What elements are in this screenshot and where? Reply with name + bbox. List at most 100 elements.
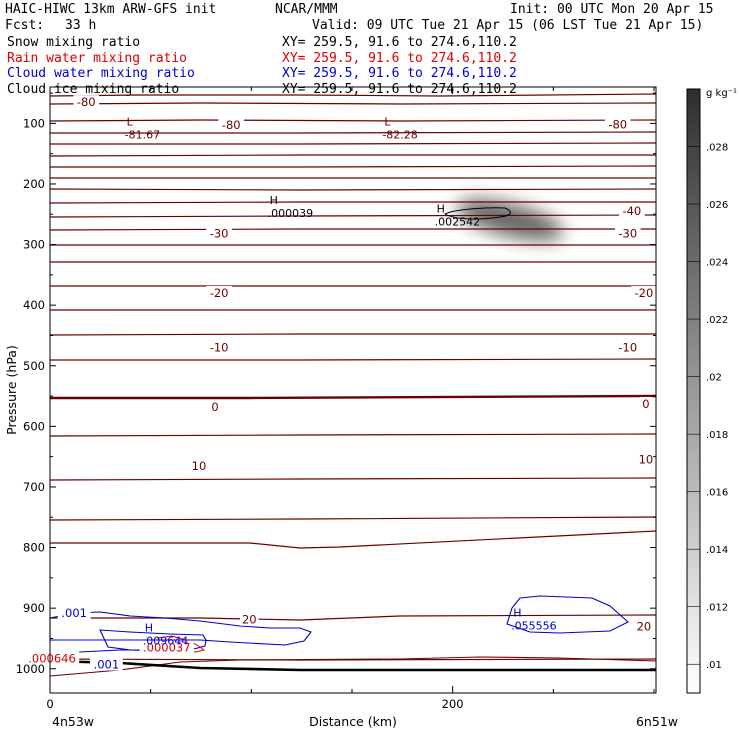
- freezing-isotherm: [50, 394, 657, 400]
- field-xy: XY= 259.5, 91.6 to 274.6,110.2: [282, 50, 517, 66]
- terrain-line: [49, 659, 656, 672]
- colorbar-tick-label: .028: [706, 143, 728, 154]
- isotherm-line: [50, 131, 657, 134]
- extremum-type: H: [145, 621, 153, 634]
- y-tick-label: 900: [23, 601, 45, 615]
- y-tick-label: 1000: [16, 662, 45, 676]
- field-xy: XY= 259.5, 91.6 to 274.6,110.2: [282, 66, 517, 81]
- colorbar-tick-label: .018: [706, 430, 728, 441]
- mixing-ratio-label: .001: [94, 658, 120, 672]
- isotherm-line: [49, 201, 656, 204]
- isotherm-line: [49, 516, 657, 521]
- model-title: HAIC-HIWC 13km ARW-GFS init: [5, 2, 217, 17]
- contour-label-bg: [604, 117, 631, 131]
- colorbar-tick-label: .016: [706, 488, 728, 499]
- contour-label-bg: [206, 340, 232, 354]
- extremum-value: -82.28: [382, 128, 417, 141]
- isotherm-value-label: -10: [618, 341, 637, 355]
- field-xy: XY= 259.5, 91.6 to 274.6,110.2: [282, 35, 517, 50]
- contour-label-bg: [218, 118, 244, 132]
- extremum-value: .000039: [268, 207, 314, 220]
- mixing-ratio-label: .001: [61, 606, 87, 620]
- extremum-value: .002542: [435, 216, 481, 229]
- org-label: NCAR/MMM: [275, 2, 338, 17]
- isotherm-value-label: -40: [622, 204, 641, 218]
- contour-label-bg: [636, 452, 656, 466]
- y-tick-label: 700: [23, 480, 45, 494]
- contour-label-bg: [24, 651, 80, 665]
- contour-label-bg: [89, 657, 123, 671]
- isotherm-line: [49, 188, 657, 191]
- isotherm-line: [50, 614, 657, 621]
- colorbar-tick-label: .02: [706, 373, 722, 384]
- isotherm-value-label: -30: [210, 227, 229, 241]
- contour-label-bg: [634, 619, 654, 633]
- y-tick-label: 200: [23, 177, 45, 191]
- isotherm-line: [49, 119, 657, 122]
- isotherm-value-label: -30: [618, 227, 637, 241]
- y-axis-label: Pressure (hPa): [4, 345, 19, 435]
- isotherm-line: [50, 530, 657, 549]
- isotherm-value-label: -10: [210, 341, 229, 355]
- contour-label-bg: [139, 640, 194, 654]
- contour-label-bg: [189, 458, 209, 472]
- mixing-ratio-label: .000646: [28, 651, 76, 665]
- isotherm-line: [49, 102, 657, 105]
- contour-label-bg: [631, 286, 657, 300]
- y-tick-label: 600: [23, 419, 45, 433]
- contour-label-bg: [57, 606, 91, 620]
- colorbar-tick-label: .022: [706, 315, 728, 326]
- colorbar-tick-label: .012: [706, 603, 728, 614]
- cloud-water-contour: [49, 611, 312, 646]
- x-tick-label: 0: [46, 697, 53, 711]
- isotherm-line: [49, 656, 657, 677]
- isotherm-value-label: 20: [242, 613, 257, 627]
- x-start-location: 4n53w: [52, 714, 94, 729]
- isotherm-value-label: -80: [222, 118, 241, 132]
- extremum-type: H: [513, 606, 521, 619]
- colorbar-tick-label: .026: [706, 200, 728, 211]
- valid-time: Valid: 09 UTC Tue 21 Apr 15 (06 LST Tue …: [312, 18, 704, 33]
- shaded-ice-maximum: [456, 199, 564, 241]
- isotherm-line: [49, 154, 656, 157]
- contour-label-bg: [209, 399, 221, 413]
- extremum-type: L: [127, 115, 134, 128]
- init-time: Init: 00 UTC Mon 20 Apr 15: [510, 2, 714, 17]
- plot-frame: [49, 86, 657, 694]
- isotherm-value-label: -20: [210, 286, 229, 300]
- contour-label-bg: [640, 396, 652, 410]
- isotherm-value-label: 10: [192, 459, 207, 473]
- cloud-water-contour: [506, 595, 629, 634]
- isotherm-line: [50, 358, 657, 361]
- x-tick-label: 200: [442, 697, 464, 711]
- fcst-label: Fcst:: [5, 18, 45, 33]
- isotherm-line: [49, 228, 656, 231]
- extremum-value: .009644: [143, 634, 189, 647]
- y-tick-label: 400: [23, 298, 45, 312]
- isotherm-line: [49, 93, 657, 97]
- isotherm-value-label: 0: [211, 400, 218, 414]
- x-axis-label: Distance (km): [309, 714, 397, 729]
- mixing-ratio-label: .000037: [143, 641, 191, 655]
- field-name: Rain water mixing ratio: [7, 50, 188, 66]
- extremum-type: L: [384, 115, 391, 128]
- isotherm-value-label: -20: [635, 286, 654, 300]
- colorbar: [686, 88, 701, 694]
- y-tick-label: 100: [23, 116, 45, 130]
- isotherm-line: [49, 214, 657, 218]
- colorbar-tick-label: .014: [706, 545, 728, 556]
- colorbar-unit: g kg⁻¹: [706, 88, 737, 99]
- isotherm-line: [50, 142, 657, 145]
- isotherm-value-label: -80: [77, 95, 96, 109]
- cloud-water-contour: [99, 629, 207, 652]
- field-name: Snow mixing ratio: [7, 35, 141, 50]
- contour-label-bg: [619, 204, 645, 218]
- y-tick-label: 300: [23, 238, 45, 252]
- field-name: Cloud water mixing ratio: [7, 66, 195, 81]
- fcst-value: 33 h: [65, 18, 97, 33]
- isotherm-line: [49, 333, 656, 336]
- isotherm-value-label: 20: [637, 619, 652, 633]
- y-tick-label: 800: [23, 541, 45, 555]
- contour-label-bg: [206, 286, 232, 300]
